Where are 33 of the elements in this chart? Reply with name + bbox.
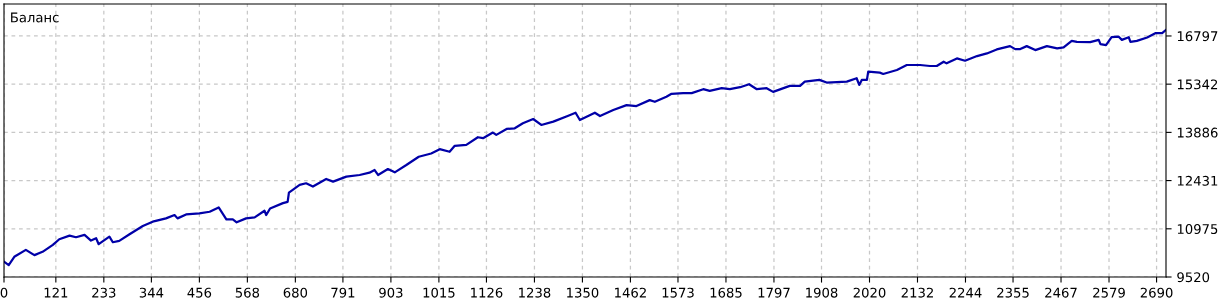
x-tick-label: 1015 — [423, 287, 455, 298]
x-tick-label: 1462 — [615, 287, 646, 298]
x-tick-label: 1797 — [758, 287, 790, 298]
x-tick-label: 1908 — [806, 287, 838, 298]
y-tick-label: 12431 — [1177, 175, 1218, 186]
x-tick-label: 1685 — [710, 287, 742, 298]
x-tick-label: 1238 — [519, 287, 551, 298]
y-tick-label: 13886 — [1177, 127, 1218, 138]
y-tick-label: 9520 — [1177, 272, 1210, 283]
x-tick-label: 456 — [187, 287, 212, 298]
x-tick-label: 344 — [139, 287, 164, 298]
x-tick-label: 2020 — [853, 287, 886, 298]
x-tick-label: 2132 — [901, 287, 933, 298]
x-tick-label: 680 — [283, 287, 308, 298]
x-tick-label: 1573 — [662, 287, 694, 298]
y-tick-label: 15342 — [1177, 79, 1218, 90]
x-tick-label: 1350 — [567, 287, 599, 298]
x-tick-label: 233 — [92, 287, 116, 298]
x-tick-label: 121 — [44, 287, 68, 298]
line-series — [4, 28, 1166, 267]
x-tick-label: 2244 — [949, 287, 982, 298]
x-tick-label: 2690 — [1140, 287, 1173, 298]
x-tick-label: 903 — [379, 287, 403, 298]
text: Баланс — [11, 12, 59, 23]
x-tick-label: 1126 — [471, 287, 503, 298]
x-tick-label: 2355 — [997, 287, 1029, 298]
x-tick-label: 568 — [235, 287, 260, 298]
x-tick-label: 0 — [0, 287, 8, 298]
x-tick-label: 2579 — [1093, 287, 1125, 298]
y-tick-label: 16797 — [1177, 31, 1218, 42]
y-tick-label: 10975 — [1177, 224, 1218, 235]
x-tick-label: 2467 — [1045, 287, 1077, 298]
x-tick-label: 791 — [331, 287, 355, 298]
